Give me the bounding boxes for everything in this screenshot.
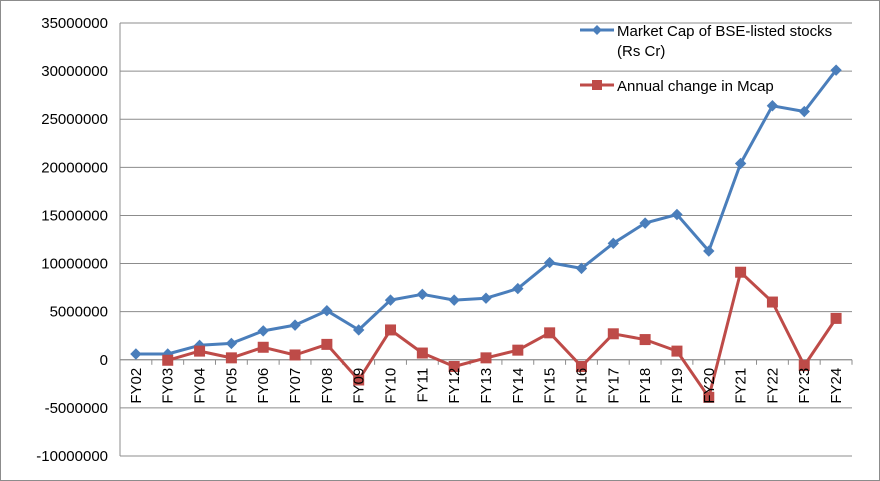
data-point <box>639 217 651 229</box>
data-point <box>225 337 238 350</box>
data-point <box>512 344 524 356</box>
data-point <box>352 324 365 336</box>
y-tick-label: -10000000 <box>36 448 108 465</box>
legend-label: Annual change in Mcap <box>617 78 774 95</box>
x-tick-label: FY09 <box>351 368 368 404</box>
data-point <box>130 348 142 360</box>
data-point <box>289 349 301 361</box>
x-tick-label: FY21 <box>733 368 750 404</box>
data-point <box>671 208 683 221</box>
x-tick-label: FY11 <box>414 368 431 403</box>
data-point <box>480 292 492 304</box>
data-point <box>353 374 365 386</box>
data-point <box>607 237 620 250</box>
x-tick-label: FY06 <box>255 368 272 404</box>
x-tick-label: FY10 <box>383 368 400 404</box>
data-point <box>543 256 556 269</box>
data-point <box>798 360 810 372</box>
x-tick-label: FY02 <box>128 368 145 404</box>
y-tick-label: 5000000 <box>50 304 108 321</box>
x-tick-label: FY07 <box>287 368 304 404</box>
data-point <box>384 294 397 306</box>
x-tick-label: FY23 <box>796 368 813 404</box>
data-point <box>257 341 269 353</box>
data-point <box>321 338 333 350</box>
data-point <box>448 294 460 306</box>
x-tick-label: FY15 <box>542 368 559 404</box>
y-tick-label: 15000000 <box>41 207 108 224</box>
y-tick-label: 20000000 <box>41 159 108 176</box>
y-tick-label: 35000000 <box>41 15 108 32</box>
y-tick-label: 10000000 <box>41 256 108 273</box>
y-tick-label: 30000000 <box>41 63 108 80</box>
x-tick-label: FY16 <box>573 368 590 404</box>
legend-marker <box>592 25 602 35</box>
data-point <box>289 319 301 331</box>
data-point <box>162 354 174 366</box>
x-tick-label: FY04 <box>192 368 209 404</box>
data-point <box>735 266 747 278</box>
data-point <box>416 288 429 301</box>
x-tick-label: FY18 <box>637 368 654 404</box>
x-tick-label: FY05 <box>223 368 240 404</box>
data-point <box>575 262 588 275</box>
data-point <box>766 100 779 112</box>
data-point <box>607 328 619 340</box>
data-point <box>416 347 428 359</box>
x-tick-label: FY20 <box>701 368 718 404</box>
data-point <box>734 157 747 170</box>
data-point <box>257 325 269 337</box>
x-tick-label: FY13 <box>478 368 495 404</box>
data-point <box>480 352 492 364</box>
data-point <box>703 391 715 403</box>
x-tick-label: FY08 <box>319 368 336 404</box>
x-tick-label: FY19 <box>669 368 686 404</box>
data-point <box>385 324 397 336</box>
data-point <box>321 304 333 317</box>
series-line-2 <box>167 270 838 399</box>
data-point <box>639 334 651 346</box>
data-point <box>671 345 683 357</box>
y-tick-label: 25000000 <box>41 111 108 128</box>
data-point <box>544 327 556 339</box>
data-point <box>703 245 715 257</box>
data-point <box>225 352 237 364</box>
x-tick-label: FY17 <box>605 368 622 404</box>
y-tick-label: -5000000 <box>45 400 108 417</box>
legend-label: Market Cap of BSE-listed stocks <box>617 23 832 40</box>
y-tick-label: 0 <box>100 352 108 369</box>
data-point <box>766 296 778 308</box>
data-point <box>830 312 842 324</box>
x-tick-label: FY22 <box>764 368 781 404</box>
x-tick-label: FY12 <box>446 368 463 404</box>
data-point <box>575 361 587 373</box>
x-tick-label: FY24 <box>828 368 845 404</box>
data-point <box>512 282 524 295</box>
x-tick-label: FY14 <box>510 368 527 404</box>
data-point <box>798 105 810 118</box>
data-point <box>194 345 206 357</box>
x-tick-label: FY03 <box>160 368 177 404</box>
legend-label: (Rs Cr) <box>617 43 665 60</box>
legend-marker <box>592 80 602 90</box>
data-point <box>830 64 842 76</box>
data-point <box>448 361 460 373</box>
